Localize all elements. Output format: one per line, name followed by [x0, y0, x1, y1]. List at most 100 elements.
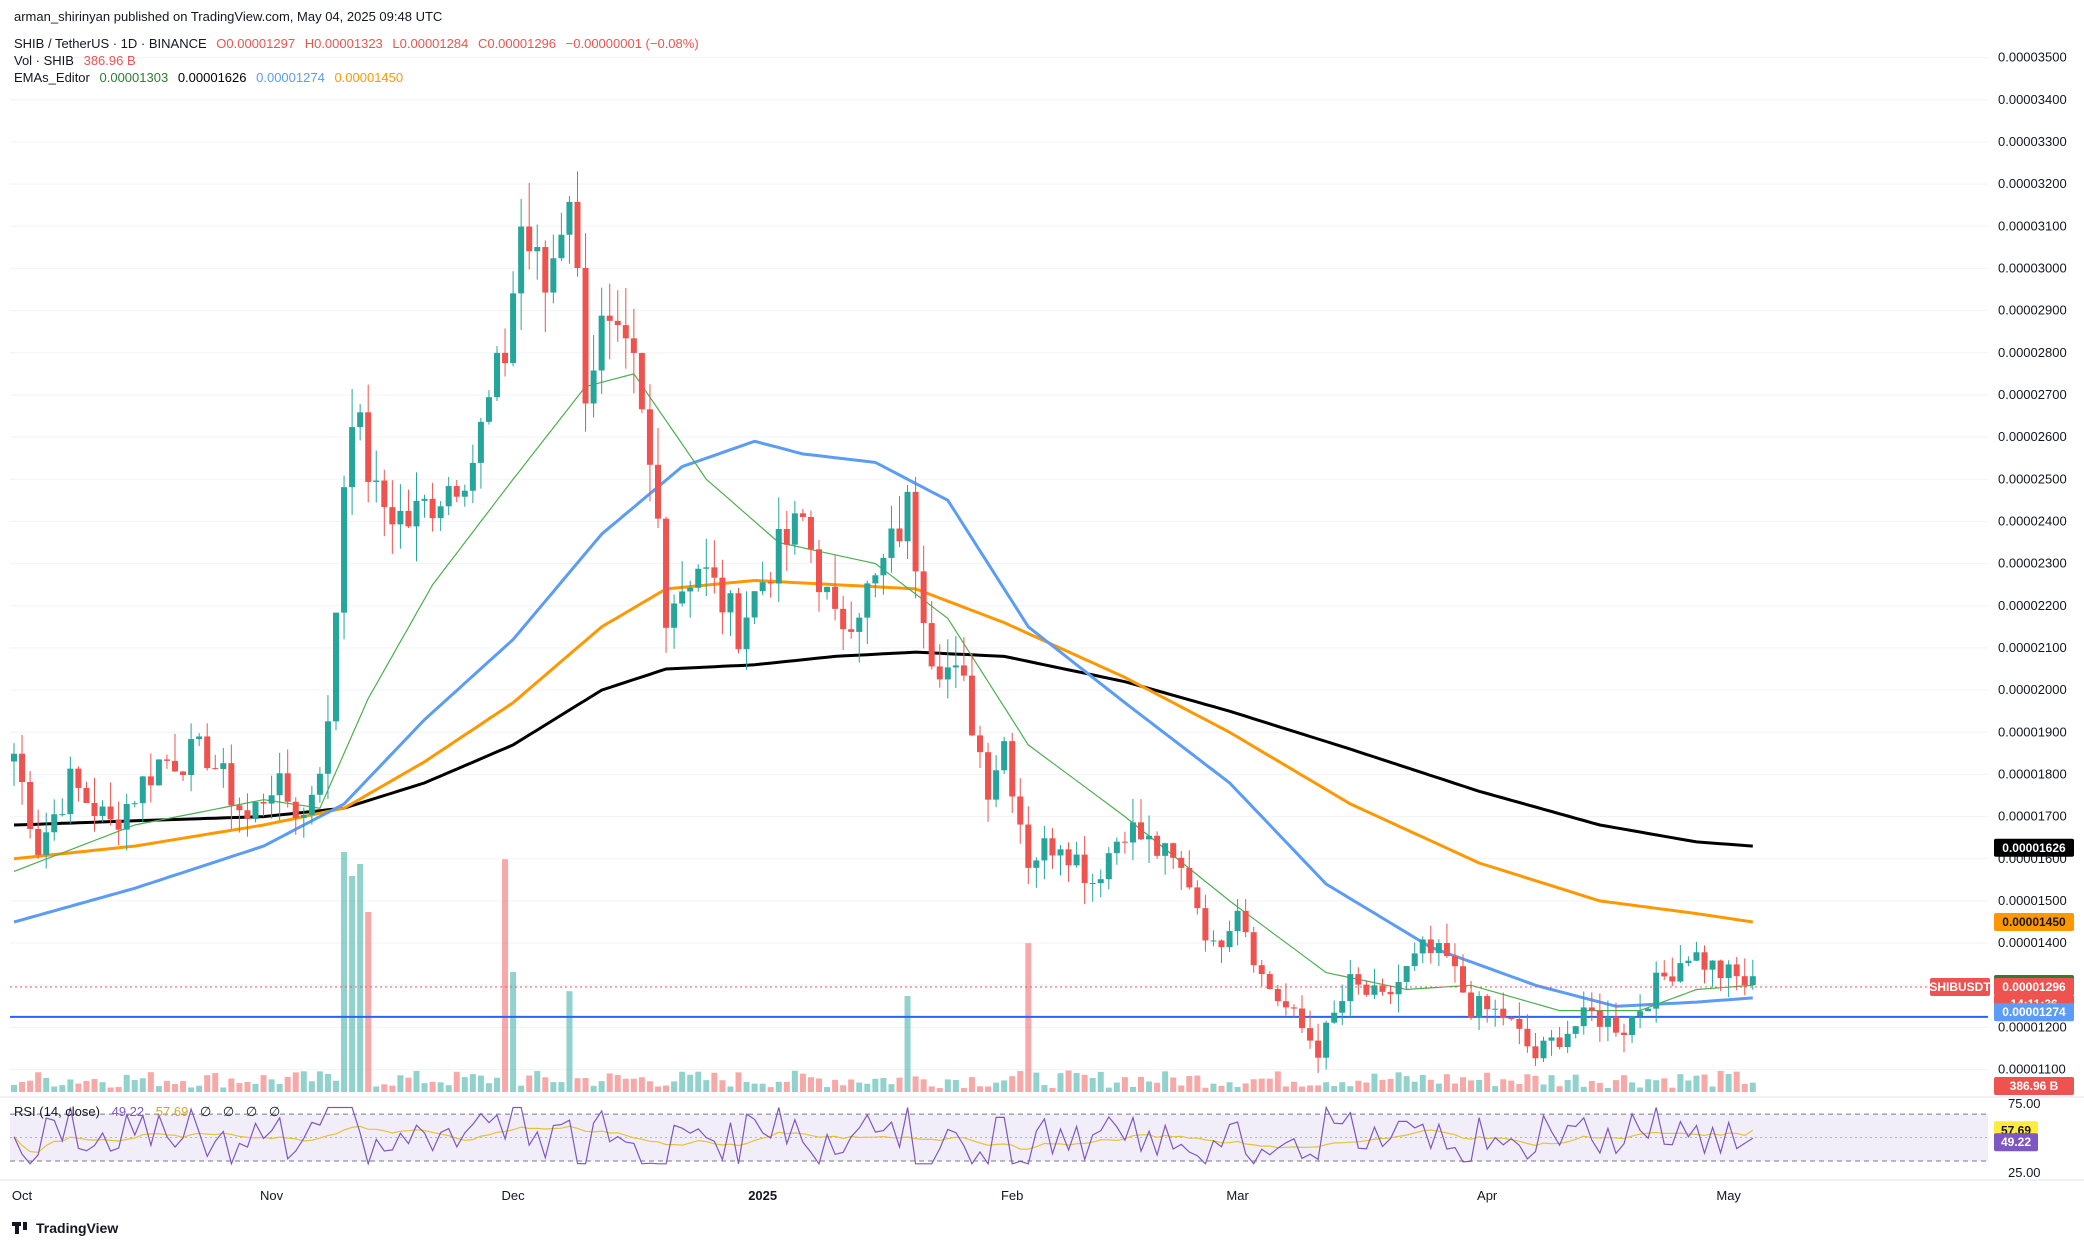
volume-bar	[421, 1083, 428, 1092]
candle-body	[494, 352, 500, 398]
rsi-extra-2: ∅	[222, 1104, 235, 1119]
volume-bar	[1645, 1079, 1652, 1092]
volume-bar	[807, 1077, 814, 1092]
candle-body	[1162, 843, 1169, 856]
volume-bar	[1596, 1083, 1603, 1092]
candle-body	[196, 736, 203, 740]
volume-bar	[518, 1085, 525, 1092]
candle-body	[767, 582, 774, 584]
volume-bar	[1653, 1080, 1660, 1092]
volume-bar	[944, 1079, 951, 1092]
candle-body	[1725, 964, 1732, 979]
volume-bar	[260, 1075, 267, 1092]
volume-bar	[365, 912, 372, 1092]
price-tick-label: 0.00003500	[1998, 50, 2067, 65]
volume-bar	[1395, 1072, 1402, 1092]
volume-bar	[1194, 1075, 1201, 1092]
tradingview-logo[interactable]: TradingView	[12, 1220, 118, 1236]
candle-body	[1532, 1046, 1539, 1059]
volume-bar	[381, 1084, 388, 1092]
ema-label[interactable]: EMAs_Editor	[14, 70, 90, 85]
candle-body	[1315, 1040, 1322, 1058]
volume-bar	[1387, 1078, 1394, 1092]
candle-body	[1355, 974, 1362, 985]
candle-body	[944, 667, 951, 680]
candle-body	[27, 781, 34, 829]
candle-body	[1210, 940, 1217, 942]
volume-bar	[928, 1086, 935, 1092]
volume-bar	[139, 1078, 146, 1092]
volume-bar	[1612, 1080, 1619, 1092]
volume-bar	[1154, 1082, 1161, 1092]
candle-body	[1282, 1001, 1289, 1008]
volume-bar	[824, 1087, 831, 1092]
volume-bar	[1105, 1087, 1112, 1092]
volume-bar	[912, 1076, 919, 1092]
price-tick-label: 0.00002500	[1998, 471, 2067, 486]
candle-body	[292, 801, 299, 818]
volume-bar	[188, 1087, 195, 1092]
volume-bar	[542, 1077, 549, 1092]
volume-bar	[1282, 1086, 1289, 1092]
volume-bar	[1097, 1071, 1104, 1092]
candle-body	[300, 814, 307, 818]
candle-body	[51, 814, 58, 833]
volume-bar	[349, 876, 356, 1092]
volume-bar	[11, 1084, 17, 1092]
candle-body	[244, 810, 251, 820]
volume-bar	[799, 1073, 806, 1092]
volume-bar	[550, 1082, 557, 1092]
volume-bar	[1210, 1083, 1217, 1092]
volume-bar	[574, 1078, 581, 1092]
volume-bar	[1089, 1077, 1096, 1092]
candle-body	[679, 591, 686, 604]
candle-body	[284, 773, 291, 802]
volume-bar	[952, 1079, 959, 1092]
volume-bar	[1661, 1078, 1668, 1092]
candle-body	[1339, 1001, 1346, 1013]
volume-bar	[526, 1075, 533, 1092]
volume-bar	[268, 1079, 275, 1092]
volume-bar	[389, 1085, 396, 1092]
rsi-axis-label: 75.00	[2008, 1096, 2041, 1111]
volume-bar	[1701, 1074, 1708, 1092]
volume-bar	[1548, 1075, 1555, 1092]
candle-body	[1693, 952, 1700, 961]
candle-body	[727, 593, 734, 613]
candle-body	[1733, 964, 1740, 977]
candle-body	[598, 315, 605, 371]
volume-bar	[413, 1071, 420, 1092]
volume-bar	[316, 1071, 323, 1092]
symbol-title[interactable]: SHIB / TetherUS · 1D · BINANCE	[14, 36, 207, 51]
volume-bar	[43, 1077, 50, 1092]
volume-bar	[1749, 1082, 1756, 1092]
candle-body	[252, 801, 259, 820]
volume-bar	[204, 1075, 211, 1092]
volume-bar	[985, 1086, 992, 1092]
volume-bar	[244, 1081, 251, 1092]
candle-body	[1516, 1018, 1523, 1029]
rsi-extra-1: ∅	[199, 1104, 212, 1119]
volume-bar	[1717, 1070, 1724, 1092]
candle-body	[630, 338, 637, 353]
candle-body	[888, 528, 895, 558]
candle-body	[807, 516, 814, 550]
rsi-label[interactable]: RSI (14, close)	[14, 1104, 100, 1119]
volume-bar	[614, 1074, 621, 1092]
last-price-tag: 0.00001296	[2002, 980, 2066, 994]
volume-bar	[1435, 1083, 1442, 1092]
candle-body	[542, 247, 549, 293]
time-axis[interactable]: Oct Nov Dec 2025 Feb Mar Apr May	[0, 1179, 2084, 1203]
volume-label[interactable]: Vol · SHIB	[14, 53, 74, 68]
candle-body	[1250, 932, 1257, 966]
candle-body	[1001, 741, 1008, 771]
candle-body	[461, 490, 468, 497]
volume-bar	[163, 1080, 170, 1092]
price-tick-label: 0.00002400	[1998, 513, 2067, 528]
volume-bar	[832, 1079, 839, 1092]
candle-body	[703, 567, 710, 569]
candlestick-series	[11, 171, 1756, 1073]
rsi-ma-value: 57.69	[155, 1104, 189, 1119]
volume-bar	[968, 1077, 975, 1092]
